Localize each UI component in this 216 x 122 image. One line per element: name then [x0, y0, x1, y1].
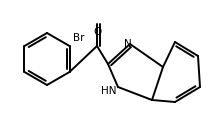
Text: O: O — [93, 27, 101, 37]
Text: N: N — [124, 39, 132, 49]
Text: HN: HN — [100, 86, 116, 96]
Text: Br: Br — [73, 33, 84, 43]
